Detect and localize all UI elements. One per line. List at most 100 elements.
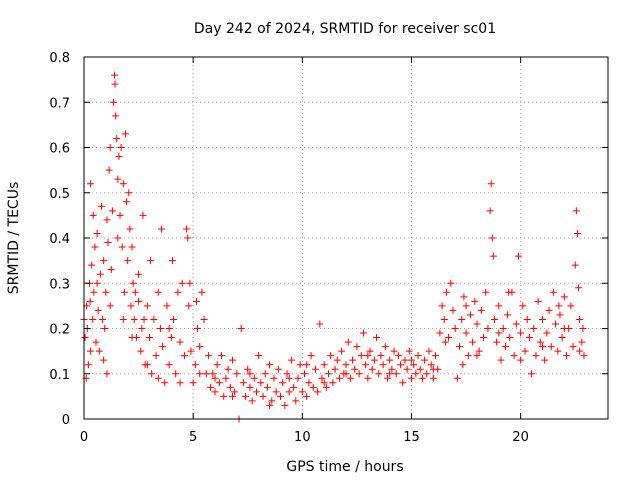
data-point xyxy=(445,334,453,342)
data-point xyxy=(274,365,282,373)
data-point xyxy=(344,338,352,346)
data-point xyxy=(534,297,542,305)
y-tick-label: 0.5 xyxy=(49,187,70,202)
data-point xyxy=(532,352,540,360)
data-point xyxy=(327,352,335,360)
data-point xyxy=(525,334,533,342)
data-point xyxy=(423,370,431,378)
data-point xyxy=(375,370,383,378)
data-point xyxy=(512,320,520,328)
data-point xyxy=(211,388,219,396)
data-point xyxy=(576,315,584,323)
data-point xyxy=(499,325,507,332)
data-point xyxy=(194,325,202,332)
data-point xyxy=(486,207,494,215)
data-point xyxy=(429,365,437,373)
data-point xyxy=(117,144,125,151)
data-point xyxy=(549,288,557,296)
data-point xyxy=(497,356,505,364)
data-point xyxy=(558,334,566,342)
data-point xyxy=(316,320,324,328)
x-axis-label: GPS time / hours xyxy=(286,459,403,475)
data-point xyxy=(397,361,405,369)
data-point xyxy=(490,315,498,323)
data-point xyxy=(209,370,217,378)
y-tick-label: 0.4 xyxy=(49,232,70,247)
data-point xyxy=(459,361,467,369)
data-point xyxy=(246,370,254,378)
data-point xyxy=(95,347,103,355)
data-point xyxy=(192,297,200,305)
data-point xyxy=(432,352,440,360)
data-point xyxy=(138,325,146,332)
data-point xyxy=(130,315,138,323)
data-point xyxy=(268,397,276,405)
data-point xyxy=(575,284,583,292)
data-point xyxy=(191,361,199,369)
data-point xyxy=(427,361,435,369)
data-point xyxy=(473,352,481,360)
data-point xyxy=(261,370,269,378)
data-point xyxy=(220,392,228,400)
data-point xyxy=(504,311,512,319)
data-point xyxy=(92,338,100,346)
data-point xyxy=(547,343,555,351)
data-point xyxy=(412,370,420,378)
data-point xyxy=(228,356,236,364)
data-point xyxy=(453,374,461,382)
data-point xyxy=(484,325,492,332)
data-point xyxy=(143,302,151,310)
data-point xyxy=(196,343,204,351)
data-point xyxy=(222,374,230,382)
data-point xyxy=(94,306,102,314)
data-point xyxy=(338,347,346,355)
data-point xyxy=(279,379,287,387)
data-point xyxy=(473,320,481,328)
data-point xyxy=(126,225,134,233)
data-point xyxy=(318,374,326,382)
data-point xyxy=(137,347,145,355)
data-point xyxy=(401,356,409,364)
data-point xyxy=(425,347,433,355)
data-point xyxy=(456,343,464,351)
data-point xyxy=(165,361,173,369)
data-point xyxy=(325,370,333,378)
data-point xyxy=(186,279,194,287)
x-tick-label: 10 xyxy=(294,430,311,445)
data-point xyxy=(539,343,546,351)
data-point xyxy=(147,257,155,265)
data-point xyxy=(101,325,109,332)
y-tick-label: 0.3 xyxy=(49,277,70,292)
data-point xyxy=(121,130,129,138)
data-point xyxy=(394,352,402,360)
data-point xyxy=(307,352,315,360)
data-point xyxy=(105,166,113,174)
data-point xyxy=(116,211,124,219)
data-point xyxy=(408,356,415,364)
data-point xyxy=(416,365,424,373)
data-point xyxy=(421,356,429,364)
data-point xyxy=(114,234,122,242)
data-point xyxy=(103,216,111,224)
data-point xyxy=(106,302,114,310)
data-point xyxy=(364,374,372,382)
data-point xyxy=(263,383,271,391)
data-point xyxy=(270,374,278,382)
data-point xyxy=(571,261,579,269)
data-point xyxy=(464,352,472,360)
data-point xyxy=(89,211,97,219)
data-point xyxy=(560,325,568,332)
data-point xyxy=(170,315,178,323)
data-point xyxy=(449,306,457,314)
data-point xyxy=(362,361,370,369)
data-point xyxy=(436,329,444,337)
data-point xyxy=(572,207,580,215)
data-point xyxy=(373,334,381,342)
data-point xyxy=(277,392,284,400)
data-point xyxy=(233,370,241,378)
data-point xyxy=(569,343,577,351)
data-point xyxy=(495,302,503,310)
data-point xyxy=(442,288,450,296)
data-point xyxy=(257,379,265,387)
data-point xyxy=(111,80,119,88)
